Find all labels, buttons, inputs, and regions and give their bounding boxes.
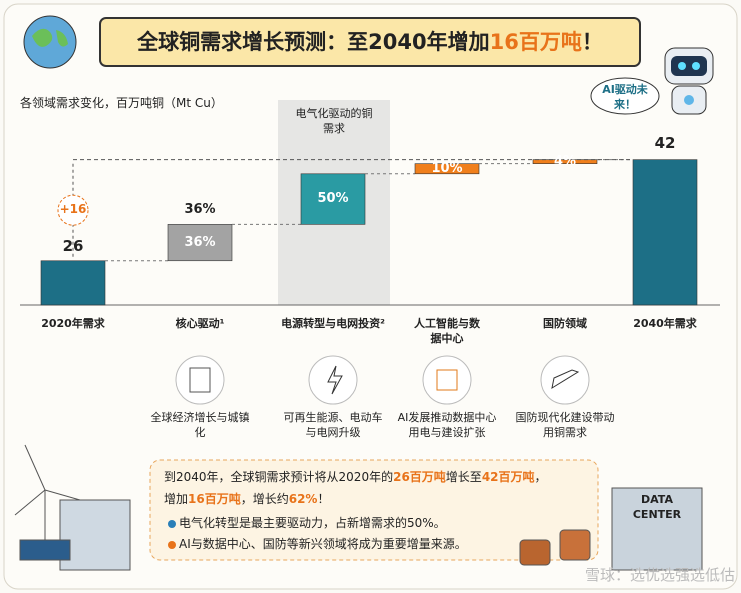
summary-part: ， (534, 470, 547, 484)
data-center-label: DATA CENTER (632, 493, 682, 521)
increase-label: +16 (59, 202, 87, 217)
summary-part: 26百万吨 (393, 470, 446, 484)
driver-label: 国防现代化建设带动用铜需求 (515, 411, 615, 439)
summary-part: ，增长约 (240, 492, 289, 506)
x-tick-label: 2020年需求 (41, 317, 105, 330)
summary-part: 42百万吨 (481, 470, 535, 484)
y-axis-label: 各领域需求变化，百万吨铜（Mt Cu） (20, 96, 223, 110)
share-label: 10% (431, 160, 463, 176)
summary-line: 增加16百万吨，增长约62%！ (164, 490, 584, 508)
driver-label: AI发展推动数据中心用电与建设扩张 (397, 411, 497, 439)
summary-box (149, 459, 599, 561)
x-tick-label: 人工智能与数据中心 (414, 317, 480, 345)
x-tick-label: 核心驱动¹ (175, 317, 225, 330)
driver-label: 全球经济增长与城镇化 (150, 411, 250, 439)
summary-bullet: 电气化转型是最主要驱动力，占新增需求的50%。 (179, 516, 446, 530)
share-bar (300, 173, 366, 225)
watermark: 雪球：选优选强选低估 (584, 566, 735, 584)
summary-bullet: AI与数据中心、国防等新兴领域将成为重要增量来源。 (179, 537, 467, 551)
share-bar (167, 224, 233, 262)
summary-part: 增长至 (445, 470, 482, 484)
driver-label: 可再生能源、电动车与电网升级 (283, 411, 383, 439)
start-bar (40, 260, 106, 306)
summary-part: 增加 (164, 492, 189, 506)
summary-part: ！ (317, 492, 330, 506)
summary-line: 到2040年，全球铜需求预计将从2020年的26百万吨增长至42百万吨， (164, 468, 584, 486)
bullet-dot (168, 541, 176, 549)
end-label: 42 (654, 133, 676, 152)
summary-part: 16百万吨 (188, 492, 241, 506)
share-label: 50% (317, 191, 349, 207)
share-label: 36% (184, 234, 216, 250)
title-banner (99, 17, 641, 67)
title-part: 16百万吨 (489, 30, 582, 54)
summary-part: 62% (288, 492, 318, 506)
robot-bubble: AI驱动未来！ (602, 83, 648, 111)
increase-badge (57, 194, 89, 226)
globe (23, 15, 77, 69)
chart-title: 全球铜需求增长预测：至2040年增加16百万吨！ (105, 28, 635, 56)
wind-turbine (14, 444, 81, 560)
x-tick-label: 国防领域 (543, 317, 587, 330)
icons (175, 355, 590, 405)
summary-part: 到2040年，全球铜需求预计将从2020年的 (164, 470, 394, 484)
highlight-label: 电气化驱动的铜需求 (295, 107, 373, 135)
share-label-top: 36% (184, 202, 216, 218)
buildings (19, 487, 703, 571)
bullet-dot (168, 520, 176, 528)
robot (664, 47, 714, 115)
start-label: 26 (62, 236, 84, 255)
end-bar (632, 159, 698, 306)
title-part: 全球铜需求增长预测：至2040年增加 (137, 30, 490, 54)
x-tick-label: 2040年需求 (633, 317, 697, 330)
title-part: ！ (581, 30, 603, 54)
speech-bubble (590, 77, 660, 115)
share-bar (414, 163, 480, 175)
x-tick-label: 电源转型与电网投资² (281, 317, 385, 330)
share-label: 4% (553, 153, 577, 169)
